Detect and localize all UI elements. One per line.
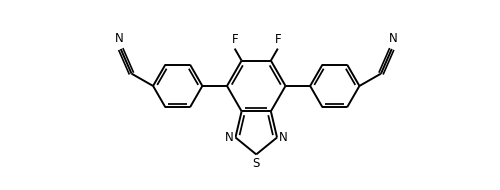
Text: N: N <box>115 32 124 45</box>
Text: F: F <box>232 33 238 46</box>
Text: N: N <box>225 131 234 144</box>
Text: N: N <box>389 32 398 45</box>
Text: F: F <box>274 33 281 46</box>
Text: N: N <box>278 131 287 144</box>
Text: S: S <box>252 157 260 170</box>
